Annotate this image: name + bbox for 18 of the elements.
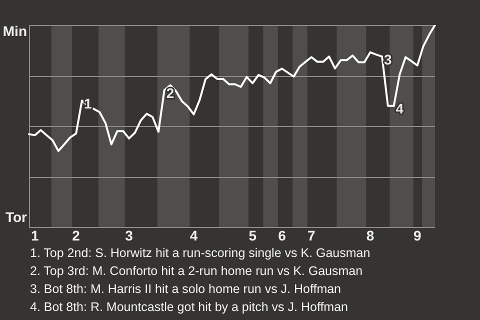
x-tick-label: 2: [72, 227, 80, 244]
text: Tor: [5, 209, 28, 226]
text: 2. Top 3rd: M. Conforto hit a 2-run home run vs K. Gausman: [30, 263, 364, 280]
x-tick-label: 1: [30, 227, 39, 244]
text: 3. Bot 8th: M. Harris II hit a solo home run vs J. Hoffman: [30, 281, 342, 298]
annotation: 2: [166, 84, 174, 101]
text: Min: [2, 22, 27, 39]
annotation: 4: [396, 100, 404, 117]
x-tick-label: 4: [190, 227, 198, 244]
annotation: 3: [384, 51, 392, 68]
x-tick-label: 6: [278, 227, 286, 244]
text: 4. Bot 8th: R. Mountcastle got hit by a pitch vs J. Hoffman: [30, 299, 349, 316]
x-tick-label: 8: [366, 227, 374, 244]
text: 1. Top 2nd: S. Horwitz hit a run-scoring single vs K. Gausman: [30, 245, 370, 262]
x-tick-label: 7: [308, 227, 316, 244]
x-tick-label: 9: [413, 227, 422, 244]
x-tick-label: 5: [248, 227, 257, 244]
x-tick-label: 3: [125, 227, 134, 244]
